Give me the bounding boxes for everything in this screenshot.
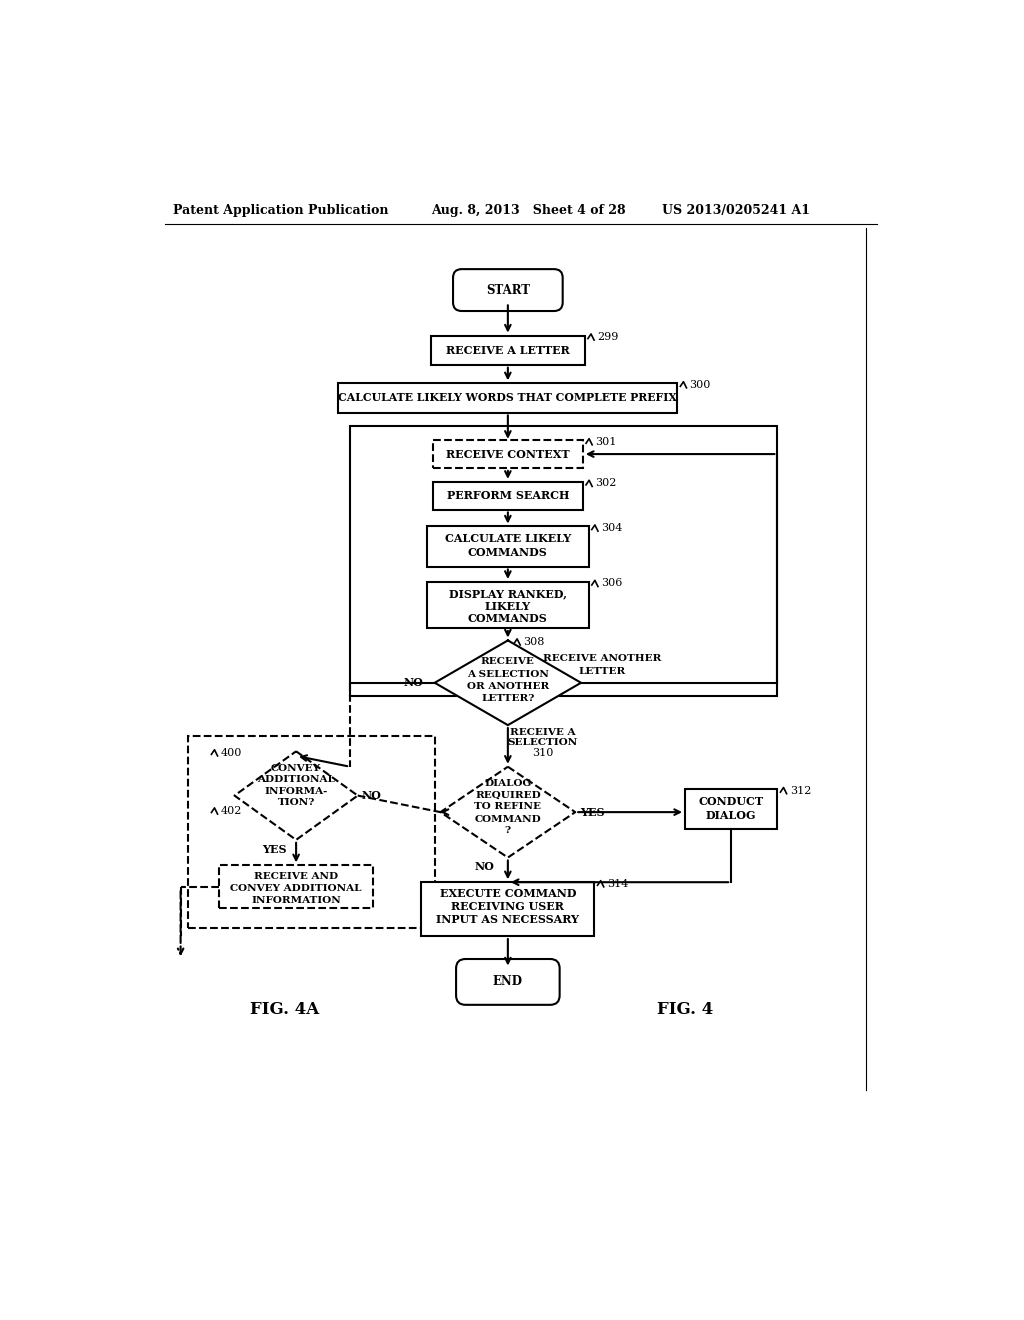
Text: YES: YES xyxy=(580,807,604,817)
Text: RECEIVE CONTEXT: RECEIVE CONTEXT xyxy=(446,449,569,459)
Text: INFORMATION: INFORMATION xyxy=(251,896,341,906)
Text: LETTER: LETTER xyxy=(579,667,627,676)
Text: EXECUTE COMMAND: EXECUTE COMMAND xyxy=(439,888,577,899)
Text: 299: 299 xyxy=(597,333,618,342)
Text: COMMANDS: COMMANDS xyxy=(468,548,548,558)
Text: 304: 304 xyxy=(601,523,623,533)
Text: DIALOG: DIALOG xyxy=(706,809,757,821)
Text: CALCULATE LIKELY WORDS THAT COMPLETE PREFIX: CALCULATE LIKELY WORDS THAT COMPLETE PRE… xyxy=(338,392,677,404)
Text: INPUT AS NECESSARY: INPUT AS NECESSARY xyxy=(436,915,580,925)
Text: Aug. 8, 2013   Sheet 4 of 28: Aug. 8, 2013 Sheet 4 of 28 xyxy=(431,205,626,218)
Text: 314: 314 xyxy=(607,879,628,888)
Bar xyxy=(188,737,435,928)
Text: START: START xyxy=(485,284,529,297)
Text: RECEIVE A: RECEIVE A xyxy=(510,729,575,738)
Text: US 2013/0205241 A1: US 2013/0205241 A1 xyxy=(662,205,810,218)
Text: OR ANOTHER: OR ANOTHER xyxy=(467,682,549,692)
Text: DIALOG: DIALOG xyxy=(484,779,531,788)
Text: YES: YES xyxy=(262,843,287,854)
Text: DISPLAY RANKED,: DISPLAY RANKED, xyxy=(449,589,567,599)
Text: RECEIVE A LETTER: RECEIVE A LETTER xyxy=(446,345,569,355)
Text: RECEIVE AND: RECEIVE AND xyxy=(254,873,338,882)
Text: Patent Application Publication: Patent Application Publication xyxy=(173,205,388,218)
Text: NO: NO xyxy=(403,677,423,688)
Text: RECEIVE: RECEIVE xyxy=(481,657,535,667)
Text: 312: 312 xyxy=(790,785,811,796)
Text: 306: 306 xyxy=(601,578,623,589)
Text: LIKELY: LIKELY xyxy=(484,601,530,612)
Text: A SELECTION: A SELECTION xyxy=(467,669,549,678)
Text: RECEIVING USER: RECEIVING USER xyxy=(452,902,564,912)
Text: TION?: TION? xyxy=(278,799,314,808)
Text: 300: 300 xyxy=(689,380,711,389)
Text: CONDUCT: CONDUCT xyxy=(698,796,764,807)
Bar xyxy=(339,383,677,412)
Polygon shape xyxy=(440,767,575,858)
Text: SELECTION: SELECTION xyxy=(507,738,578,747)
Bar xyxy=(685,789,777,829)
Text: COMMANDS: COMMANDS xyxy=(468,614,548,624)
Bar xyxy=(350,426,777,696)
Bar xyxy=(433,441,583,469)
Text: END: END xyxy=(493,975,523,989)
Text: TO REFINE: TO REFINE xyxy=(474,803,542,812)
Text: PERFORM SEARCH: PERFORM SEARCH xyxy=(446,490,569,502)
Polygon shape xyxy=(435,640,581,725)
Bar xyxy=(219,866,373,908)
Text: 310: 310 xyxy=(531,748,553,758)
Bar xyxy=(431,335,585,364)
Text: ?: ? xyxy=(505,826,511,836)
Polygon shape xyxy=(234,751,357,840)
FancyBboxPatch shape xyxy=(456,960,560,1005)
Bar xyxy=(433,482,583,510)
Text: ADDITIONAL: ADDITIONAL xyxy=(257,775,335,784)
Text: COMMAND: COMMAND xyxy=(474,814,542,824)
Bar xyxy=(421,882,595,936)
Text: 308: 308 xyxy=(523,638,545,647)
Text: FIG. 4: FIG. 4 xyxy=(656,1001,713,1018)
Text: 402: 402 xyxy=(220,807,242,816)
Text: RECEIVE ANOTHER: RECEIVE ANOTHER xyxy=(544,655,662,664)
Bar xyxy=(427,527,589,566)
Text: CONVEY ADDITIONAL: CONVEY ADDITIONAL xyxy=(230,884,361,892)
Text: NO: NO xyxy=(361,791,382,801)
Text: 400: 400 xyxy=(220,748,242,758)
Text: CALCULATE LIKELY: CALCULATE LIKELY xyxy=(444,533,571,544)
Text: REQUIRED: REQUIRED xyxy=(475,791,541,800)
Text: LETTER?: LETTER? xyxy=(481,694,535,704)
Text: NO: NO xyxy=(475,862,495,873)
Text: 301: 301 xyxy=(595,437,616,446)
Bar xyxy=(427,582,589,628)
Text: INFORMA-: INFORMA- xyxy=(264,787,328,796)
Text: 302: 302 xyxy=(595,478,616,488)
FancyBboxPatch shape xyxy=(453,269,562,312)
Text: CONVEY: CONVEY xyxy=(271,764,322,772)
Text: FIG. 4A: FIG. 4A xyxy=(250,1001,319,1018)
